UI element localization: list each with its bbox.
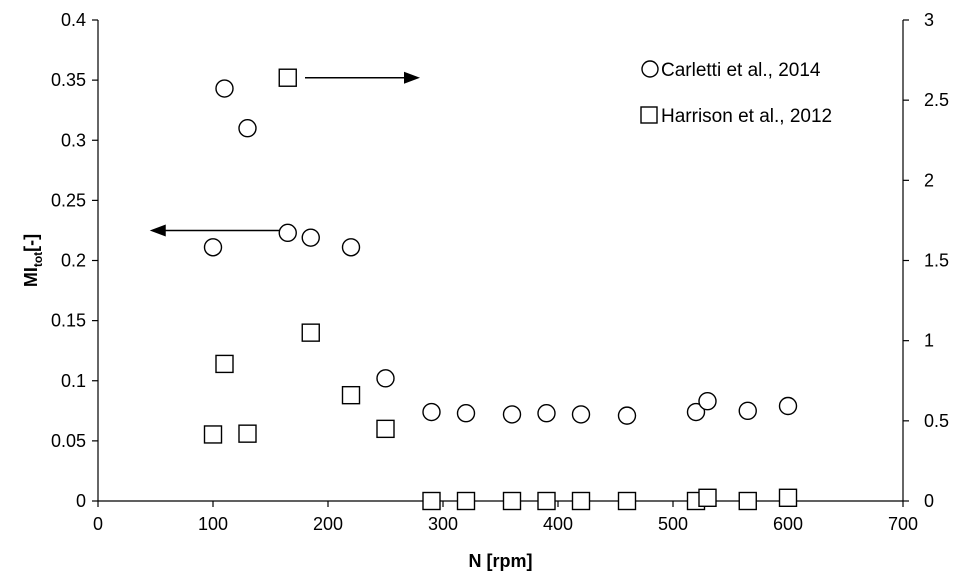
square-point [698, 488, 717, 507]
circle-point [215, 79, 234, 98]
x-tick-label: 400 [543, 514, 573, 534]
square-point [778, 488, 798, 507]
y-axis-label-main: MI [21, 267, 41, 287]
y-left-tick-label: 0 [76, 491, 86, 511]
x-tick-label: 0 [93, 514, 103, 534]
circle-point [278, 223, 297, 243]
legend-label-carletti: Carletti et al., 2014 [661, 60, 821, 81]
axis-arrows [149, 71, 420, 237]
square-point [571, 491, 591, 511]
y-right-tick-label: 3 [924, 10, 934, 30]
square-point [215, 354, 234, 374]
y-left-tick-label: 0.05 [51, 431, 86, 451]
circle-point [203, 238, 223, 257]
circle-point [301, 228, 320, 247]
y-right-tick-label: 0 [924, 491, 934, 511]
circle-point [537, 404, 556, 423]
x-tick-label: 600 [773, 514, 803, 534]
circle-point [422, 402, 441, 422]
circle-point [341, 238, 361, 257]
y-left-tick-label: 0.2 [61, 251, 86, 271]
square-point [203, 425, 223, 444]
circle-point [238, 119, 257, 138]
circle-point [778, 396, 798, 416]
x-axis-label: N [rpm] [469, 551, 533, 571]
axes [92, 19, 909, 507]
circle-point [502, 405, 522, 424]
x-tick-label: 500 [658, 514, 688, 534]
circle-point [738, 401, 757, 421]
y-left-tick-label: 0.3 [61, 130, 86, 150]
y-right-tick-label: 2 [924, 170, 934, 190]
x-tick-label: 100 [198, 514, 228, 534]
arrow-head-left [149, 224, 166, 237]
square-point [537, 491, 556, 511]
x-tick-label: 200 [313, 514, 343, 534]
legend-label-harrison: Harrison et al., 2012 [661, 106, 832, 127]
arrow-head-right [404, 71, 420, 84]
x-tick-label: 700 [888, 514, 918, 534]
legend-circle-marker [641, 60, 659, 78]
y-left-tick-label: 0.4 [61, 10, 86, 30]
legend: Carletti et al., 2014 Harrison et al., 2… [640, 60, 832, 127]
y-left-tick-label: 0.35 [51, 70, 86, 90]
circle-point [617, 406, 637, 425]
square-point [617, 491, 637, 511]
x-tick-label: 300 [428, 514, 458, 534]
y-right-tick-label: 0.5 [924, 411, 949, 431]
square-point [238, 424, 257, 443]
y-left-tick-label: 0.15 [51, 311, 86, 331]
circle-point [456, 404, 476, 423]
square-point [738, 491, 757, 511]
y-axis-label-tail: [-] [21, 234, 41, 252]
square-point [502, 491, 522, 511]
y-right-tick-label: 2.5 [924, 90, 949, 110]
y-left-tick-label: 0.1 [61, 371, 86, 391]
square-point [341, 385, 361, 405]
square-point [376, 419, 395, 439]
tick-labels: 0 0.05 0.1 0.15 0.2 0.25 0.3 0.35 0.4 0 0.5 1 1.5 2 2.… [51, 10, 949, 534]
square-point [301, 323, 320, 342]
square-point [456, 491, 476, 511]
y-axis-left-label: MItot[-] [21, 234, 45, 287]
square-point [422, 491, 441, 511]
circle-point [698, 391, 717, 411]
y-right-tick-label: 1 [924, 331, 934, 351]
y-axis-label-subscript: tot [31, 252, 45, 267]
circle-point [686, 402, 706, 422]
square-point [278, 68, 297, 87]
circle-point [376, 369, 395, 388]
y-left-tick-label: 0.25 [51, 190, 86, 210]
circle-point [571, 405, 591, 424]
y-right-tick-label: 1.5 [924, 251, 949, 271]
data-points [203, 68, 798, 511]
legend-square-marker [640, 106, 658, 124]
